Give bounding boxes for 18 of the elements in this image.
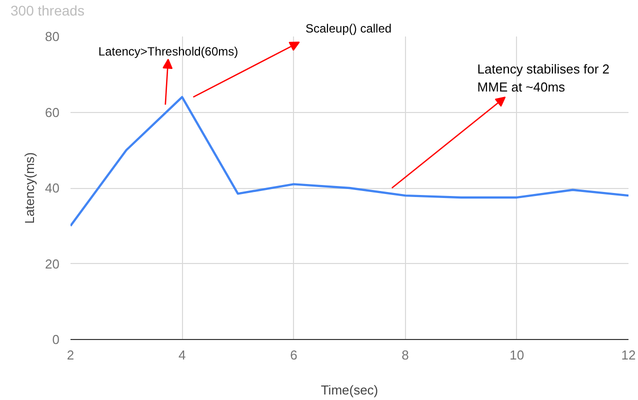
y-tick-label: 60 (45, 104, 60, 120)
text: Scaleup() called (306, 22, 392, 36)
x-tick-label: 8 (402, 348, 409, 362)
y-tick-label: 20 (45, 256, 60, 272)
y-tick-label: 0 (52, 332, 60, 347)
y-tick-label: 80 (45, 29, 60, 44)
chart-title: 300 threads (10, 2, 84, 18)
x-tick-label: 2 (66, 348, 74, 362)
x-tick-label: 4 (178, 348, 186, 362)
line-series (70, 96, 628, 227)
y-axis-title: Latency(ms) (22, 152, 38, 224)
x-tick-label: 6 (290, 348, 298, 362)
annotation: Latency stabilises for 2 MME at ~40ms (477, 62, 610, 95)
x-tick-label: 12 (621, 348, 636, 362)
x-tick-label: 10 (510, 348, 524, 362)
x-axis-title: Time(sec) (320, 382, 378, 398)
annotation: Latency>Threshold(60ms) (98, 44, 238, 59)
y-tick-label: 40 (45, 180, 60, 196)
